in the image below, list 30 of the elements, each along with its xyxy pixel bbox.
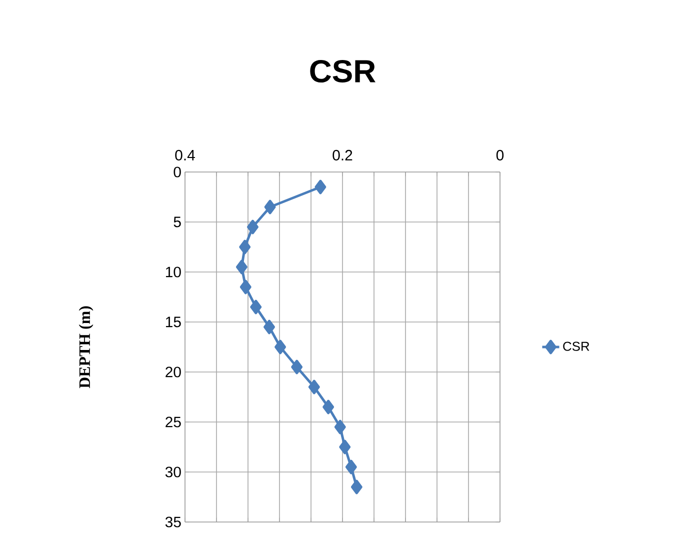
point bbox=[314, 180, 326, 194]
x-tick-label: 0.2 bbox=[332, 150, 352, 160]
point bbox=[308, 380, 320, 394]
x-tick-label: 0.4 bbox=[175, 150, 195, 160]
point bbox=[291, 360, 303, 374]
point bbox=[246, 220, 258, 234]
point bbox=[264, 200, 276, 214]
point bbox=[350, 480, 362, 494]
point bbox=[250, 300, 262, 314]
y-tick-label: 30 bbox=[165, 466, 181, 478]
point bbox=[264, 320, 275, 334]
chart-title: CSR bbox=[310, 60, 376, 83]
point bbox=[274, 340, 286, 354]
legend-label: CSR bbox=[563, 342, 590, 351]
y-tick-label: 15 bbox=[166, 316, 181, 328]
point bbox=[334, 420, 346, 434]
point bbox=[236, 260, 248, 274]
y-tick-label: 35 bbox=[165, 516, 181, 528]
y-tick-label: 25 bbox=[166, 416, 181, 428]
y-tick-label: 5 bbox=[174, 216, 181, 228]
point bbox=[339, 440, 351, 454]
point bbox=[322, 400, 334, 414]
y-tick-label: 10 bbox=[166, 266, 181, 278]
x-tick-label: 0 bbox=[496, 150, 504, 160]
point bbox=[345, 460, 357, 474]
point bbox=[240, 280, 252, 294]
y-tick-label: 0 bbox=[174, 166, 181, 178]
y-tick-label: 20 bbox=[166, 366, 181, 378]
point bbox=[239, 240, 251, 254]
y-axis-title: DEPTH (m) bbox=[78, 306, 94, 388]
